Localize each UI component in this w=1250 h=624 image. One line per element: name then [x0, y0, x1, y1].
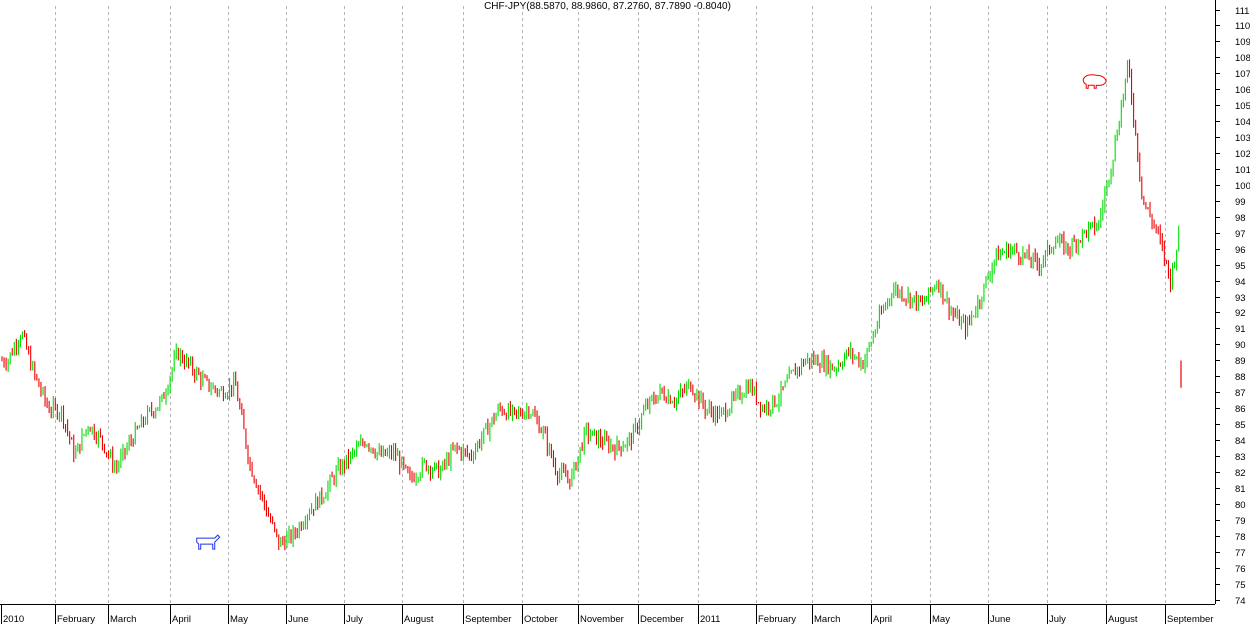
time-tick-label: 2010: [3, 614, 24, 624]
price-tick-label: 102: [1235, 149, 1250, 160]
time-tick-label: August: [1108, 614, 1138, 624]
price-tick-label: 104: [1235, 117, 1250, 128]
time-tick-label: July: [1049, 614, 1066, 624]
price-tick-label: 107: [1235, 69, 1250, 80]
price-tick-label: 108: [1235, 53, 1250, 64]
time-tick-label: June: [990, 614, 1011, 624]
time-tick-label: August: [404, 614, 434, 624]
price-tick-label: 99: [1235, 197, 1246, 208]
price-tick-label: 109: [1235, 37, 1250, 48]
price-tick-label: 81: [1235, 484, 1246, 495]
price-tick-label: 86: [1235, 404, 1246, 415]
time-tick-label: February: [57, 614, 95, 624]
time-tick-label: September: [1167, 614, 1213, 624]
price-tick-label: 78: [1235, 532, 1246, 543]
price-tick-label: 76: [1235, 564, 1246, 575]
price-tick-label: 84: [1235, 436, 1246, 447]
price-tick-label: 87: [1235, 388, 1246, 399]
price-tick-label: 105: [1235, 101, 1250, 112]
time-tick-label: April: [873, 614, 892, 624]
bull-icon: [196, 534, 221, 550]
time-tick-label: March: [814, 614, 840, 624]
price-tick-label: 106: [1235, 85, 1250, 96]
chart-title: CHF-JPY(88.5870, 88.9860, 87.2760, 87.78…: [484, 1, 731, 12]
time-tick-label: 2011: [700, 614, 720, 624]
time-tick-label: November: [580, 614, 624, 624]
price-tick-label: 90: [1235, 340, 1246, 351]
bear-icon: [1082, 74, 1107, 89]
price-tick-label: 111: [1235, 6, 1249, 17]
time-tick-label: May: [230, 614, 248, 624]
price-tick-label: 94: [1235, 277, 1246, 288]
time-tick-label: May: [932, 614, 950, 624]
price-tick-label: 74: [1235, 596, 1246, 607]
time-tick-label: October: [524, 614, 558, 624]
price-tick-label: 101: [1235, 165, 1250, 176]
price-tick-label: 95: [1235, 261, 1246, 272]
time-tick-label: July: [346, 614, 363, 624]
price-tick-label: 100: [1235, 181, 1250, 192]
time-tick-label: March: [110, 614, 136, 624]
time-tick-label: April: [172, 614, 191, 624]
price-tick-label: 75: [1235, 580, 1246, 591]
price-tick-label: 89: [1235, 356, 1246, 367]
price-tick-label: 80: [1235, 500, 1246, 511]
price-tick-label: 91: [1235, 324, 1246, 335]
price-tick-label: 85: [1235, 420, 1246, 431]
price-tick-label: 97: [1235, 229, 1246, 240]
price-tick-label: 82: [1235, 468, 1246, 479]
price-tick-label: 77: [1235, 548, 1246, 559]
price-tick-label: 96: [1235, 245, 1246, 256]
time-tick-label: December: [640, 614, 684, 624]
price-tick-label: 83: [1235, 452, 1246, 463]
time-tick-label: February: [758, 614, 796, 624]
price-tick-label: 79: [1235, 516, 1246, 527]
price-tick-label: 88: [1235, 372, 1246, 383]
time-tick-label: June: [288, 614, 309, 624]
price-tick-label: 98: [1235, 213, 1246, 224]
price-tick-label: 92: [1235, 308, 1246, 319]
price-tick-label: 93: [1235, 293, 1246, 304]
time-tick-label: September: [465, 614, 511, 624]
price-tick-label: 110: [1235, 21, 1250, 32]
price-tick-label: 103: [1235, 133, 1250, 144]
